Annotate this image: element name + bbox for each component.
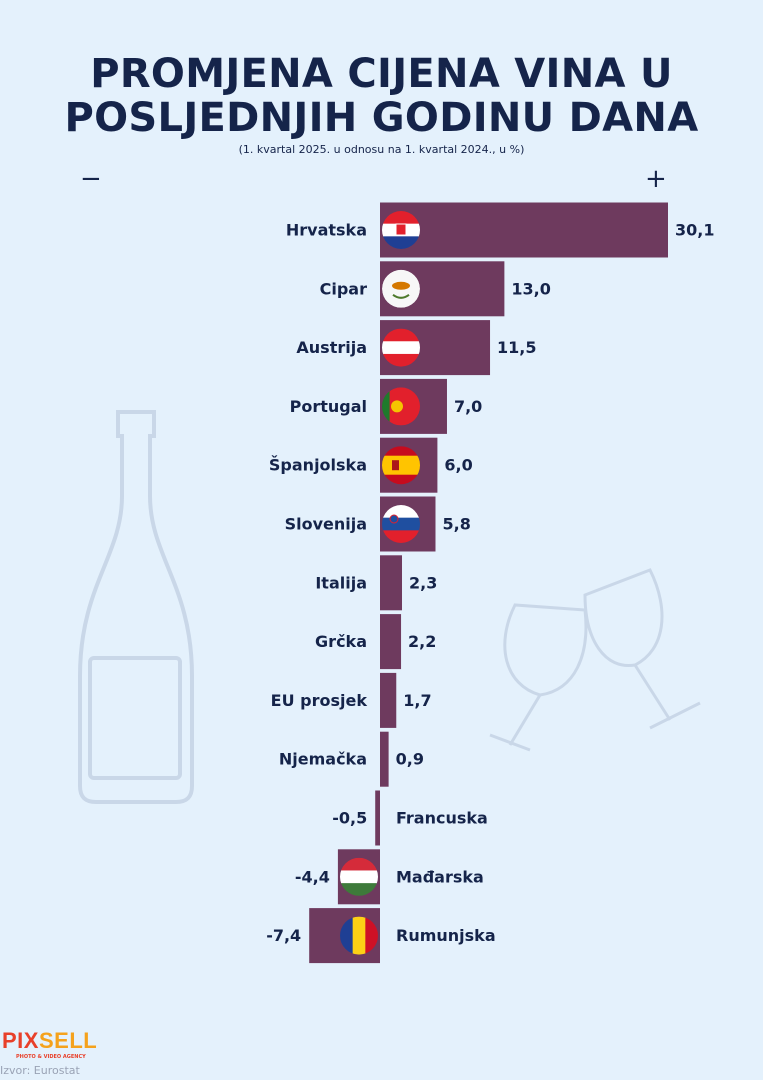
value-label: -0,5 xyxy=(332,809,367,828)
value-label: 5,8 xyxy=(442,515,470,534)
value-label: 13,0 xyxy=(511,279,550,298)
bar-row: Njemačka 0,9 xyxy=(279,731,424,787)
bar-row: Grčka 2,2 xyxy=(315,614,436,670)
cyprus-flag-icon xyxy=(382,269,420,308)
portugal-flag-icon xyxy=(382,387,420,426)
bar-row: Španjolska 6,0 xyxy=(269,437,473,493)
value-label: 30,1 xyxy=(675,221,714,240)
category-label: Njemačka xyxy=(279,750,367,769)
bar-row: Hrvatska 30,1 xyxy=(286,202,714,258)
category-label: Rumunjska xyxy=(396,926,496,945)
category-label: Italija xyxy=(315,573,367,592)
wine-glasses-illustration xyxy=(489,568,701,752)
category-label: Portugal xyxy=(290,397,367,416)
wine-bottle-illustration xyxy=(78,410,194,804)
bar xyxy=(380,202,668,258)
value-label: 0,9 xyxy=(396,750,424,769)
minus-sign: − xyxy=(80,164,102,194)
plus-sign: + xyxy=(645,164,667,194)
value-label: 2,2 xyxy=(408,632,436,651)
value-label: 11,5 xyxy=(497,338,536,357)
value-label: -7,4 xyxy=(266,926,301,945)
bar-row: Rumunjska -7,4 xyxy=(266,908,496,964)
croatia-flag-icon xyxy=(382,211,420,249)
bar xyxy=(380,555,403,611)
hungary-flag-icon xyxy=(340,857,378,896)
title-line-1: PROMJENA CIJENA VINA U xyxy=(90,51,673,97)
romania-flag-icon xyxy=(340,916,378,955)
category-label: Austrija xyxy=(296,338,367,357)
category-label: EU prosjek xyxy=(271,691,368,710)
bar-row: Mađarska -4,4 xyxy=(295,849,484,905)
value-label: 7,0 xyxy=(454,397,482,416)
chart-subtitle: (1. kvartal 2025. u odnosu na 1. kvartal… xyxy=(238,143,525,156)
bar xyxy=(380,614,402,670)
category-label: Mađarska xyxy=(396,867,484,886)
bar-row: Portugal 7,0 xyxy=(290,378,482,434)
bar xyxy=(380,731,389,787)
bar-row: Francuska -0,5 xyxy=(332,790,488,846)
chart-title: PROMJENA CIJENA VINA U POSLJEDNJIH GODIN… xyxy=(0,52,763,140)
title-line-2: POSLJEDNJIH GODINU DANA xyxy=(64,95,699,141)
category-label: Španjolska xyxy=(269,456,367,475)
bar xyxy=(375,790,380,846)
category-label: Francuska xyxy=(396,809,488,828)
source-note: Izvor: Eurostat xyxy=(0,1064,80,1077)
logo-tagline: PHOTO & VIDEO AGENCY xyxy=(16,1054,86,1060)
category-label: Slovenija xyxy=(285,515,367,534)
value-label: 6,0 xyxy=(444,456,472,475)
bar-row: Cipar 13,0 xyxy=(320,261,551,317)
value-label: -4,4 xyxy=(295,867,330,886)
slovenia-flag-icon xyxy=(382,505,420,543)
value-label: 1,7 xyxy=(403,691,431,710)
bar-row: EU prosjek 1,7 xyxy=(271,672,432,728)
pixsell-logo: PIXSELL xyxy=(2,1028,98,1053)
category-label: Grčka xyxy=(315,632,367,651)
austria-flag-icon xyxy=(382,328,420,367)
category-label: Hrvatska xyxy=(286,221,367,240)
spain-flag-icon xyxy=(382,446,420,485)
value-label: 2,3 xyxy=(409,573,437,592)
bar-row: Italija 2,3 xyxy=(315,555,437,611)
category-label: Cipar xyxy=(320,279,367,298)
bar-row: Slovenija 5,8 xyxy=(285,496,471,552)
bar xyxy=(380,672,397,728)
